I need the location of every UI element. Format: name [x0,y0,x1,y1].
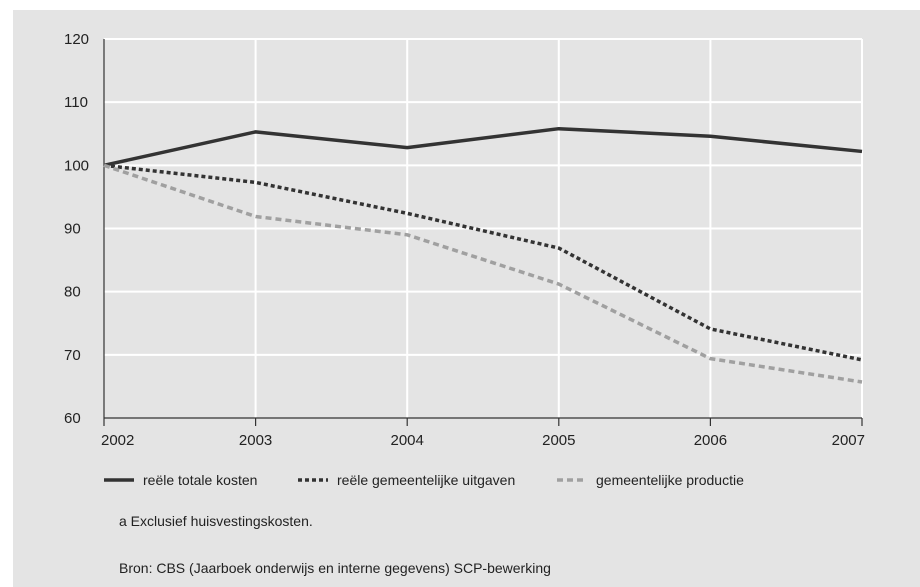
footnote: a Exclusief huisvestingskosten. [119,513,313,529]
source-note: Bron: CBS (Jaarboek onderwijs en interne… [119,560,551,576]
x-tick-label: 2007 [832,432,865,449]
y-tick-label: 80 [64,284,81,301]
x-tick-label: 2004 [391,432,424,449]
y-tick-label: 120 [64,31,89,48]
legend-label-1: reële totale kosten [143,472,257,488]
legend-label-2: reële gemeentelijke uitgaven [337,472,515,488]
y-tick-label: 100 [64,157,89,174]
x-tick-label: 2005 [542,432,575,449]
y-tick-label: 90 [64,221,81,238]
y-tick-label: 70 [64,347,81,364]
legend-label-3: gemeentelijke productie [596,472,744,488]
series-line-2 [103,163,863,362]
y-tick-label: 60 [64,410,81,427]
x-tick-label: 2002 [101,432,134,449]
x-tick-label: 2006 [694,432,727,449]
series-line-3 [103,163,863,384]
x-tick-label: 2003 [239,432,272,449]
y-tick-label: 110 [64,94,88,111]
series-line-1 [103,126,863,168]
